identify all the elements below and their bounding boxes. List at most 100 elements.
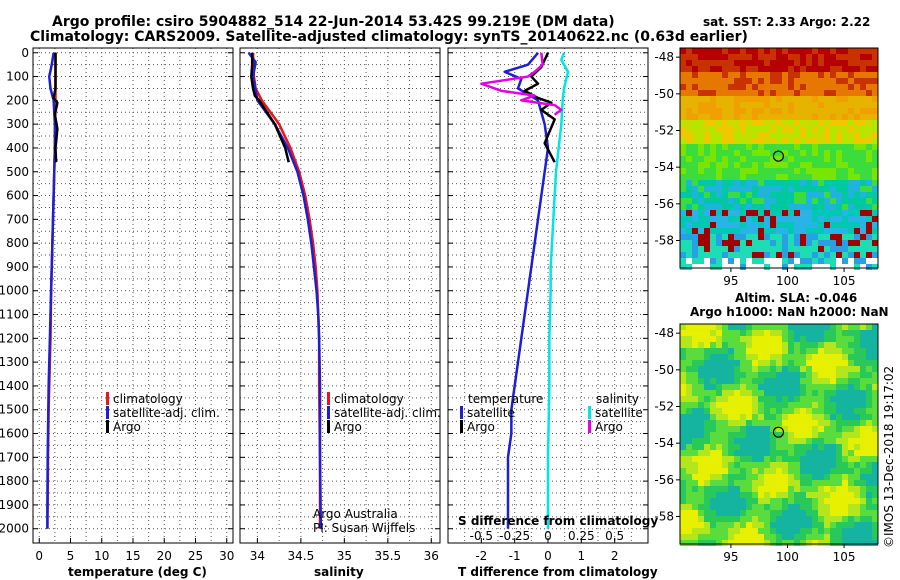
- map-cell: [746, 420, 752, 426]
- map-cell: [746, 228, 752, 234]
- map-cell: [800, 522, 806, 528]
- map-cell: [836, 54, 842, 60]
- map-cell: [728, 222, 734, 228]
- map-cell: [824, 156, 830, 162]
- map-cell: [824, 534, 830, 540]
- map-cell: [854, 504, 860, 510]
- depth-tick-label: 100: [6, 70, 29, 84]
- map-cell: [758, 354, 764, 360]
- map-cell: [800, 390, 806, 396]
- map-cell: [776, 378, 782, 384]
- map-cell: [782, 114, 788, 120]
- map-cell: [782, 342, 788, 348]
- map-cell: [800, 72, 806, 78]
- map-cell: [806, 348, 812, 354]
- map-cell: [854, 348, 860, 354]
- map-cell: [752, 120, 758, 126]
- map-cell: [860, 246, 866, 252]
- map-cell: [860, 108, 866, 114]
- map-cell: [872, 204, 878, 210]
- map-cell: [830, 426, 836, 432]
- map-cell: [740, 150, 746, 156]
- map-cell: [788, 150, 794, 156]
- map-cell: [680, 420, 686, 426]
- map-cell: [818, 408, 824, 414]
- map-cell: [680, 54, 686, 60]
- map-cell: [710, 504, 716, 510]
- map-cell: [710, 84, 716, 90]
- map-cell: [692, 432, 698, 438]
- map-cell: [758, 90, 764, 96]
- map-cell: [680, 324, 686, 330]
- map-cell: [806, 252, 812, 258]
- map-cell: [770, 456, 776, 462]
- map-cell: [854, 102, 860, 108]
- map-cell: [812, 96, 818, 102]
- map-cell: [680, 252, 686, 258]
- map-cell: [818, 510, 824, 516]
- map-cell: [764, 450, 770, 456]
- map-cell: [686, 504, 692, 510]
- map-cell: [854, 186, 860, 192]
- map-cell: [860, 156, 866, 162]
- map-cell: [866, 246, 872, 252]
- map-cell: [824, 228, 830, 234]
- map-cell: [722, 240, 728, 246]
- map-cell: [866, 162, 872, 168]
- map-cell: [692, 348, 698, 354]
- map-cell: [860, 48, 866, 54]
- map-cell: [824, 60, 830, 66]
- map-cell: [836, 336, 842, 342]
- map-cell: [794, 468, 800, 474]
- map-cell: [860, 444, 866, 450]
- map-cell: [872, 534, 878, 540]
- map-cell: [812, 60, 818, 66]
- map-cell: [788, 420, 794, 426]
- map-cell: [836, 366, 842, 372]
- map-cell: [800, 342, 806, 348]
- map-cell: [758, 444, 764, 450]
- map-cell: [848, 480, 854, 486]
- map-cell: [860, 408, 866, 414]
- map-cell: [818, 222, 824, 228]
- x-tick-label: 20: [157, 549, 172, 563]
- map-cell: [830, 60, 836, 66]
- map-cell: [764, 432, 770, 438]
- map-cell: [728, 246, 734, 252]
- map-cell: [710, 336, 716, 342]
- map-cell: [794, 414, 800, 420]
- map-cell: [812, 246, 818, 252]
- map-cell: [824, 402, 830, 408]
- map-cell: [692, 234, 698, 240]
- map-cell: [812, 372, 818, 378]
- legend-swatch-satellite: [106, 406, 109, 419]
- map-cell: [770, 444, 776, 450]
- map-cell: [758, 210, 764, 216]
- map-cell: [776, 150, 782, 156]
- map-cell: [716, 192, 722, 198]
- map-cell: [758, 48, 764, 54]
- map-cell: [686, 510, 692, 516]
- map-cell: [818, 180, 824, 186]
- map-cell: [836, 168, 842, 174]
- map-cell: [704, 222, 710, 228]
- map-cell: [818, 324, 824, 330]
- map-cell: [770, 342, 776, 348]
- map-cell: [794, 384, 800, 390]
- map-cell: [806, 420, 812, 426]
- map-cell: [836, 84, 842, 90]
- map-cell: [776, 72, 782, 78]
- series-line-temperature-satellite: [503, 51, 550, 529]
- map-cell: [716, 504, 722, 510]
- map-cell: [824, 498, 830, 504]
- map-cell: [746, 246, 752, 252]
- map-cell: [698, 450, 704, 456]
- map-cell: [830, 414, 836, 420]
- map-cell: [776, 240, 782, 246]
- map-cell: [848, 96, 854, 102]
- map-cell: [782, 336, 788, 342]
- map-cell: [836, 90, 842, 96]
- map-cell: [788, 54, 794, 60]
- map-cell: [704, 510, 710, 516]
- map-cell: [728, 438, 734, 444]
